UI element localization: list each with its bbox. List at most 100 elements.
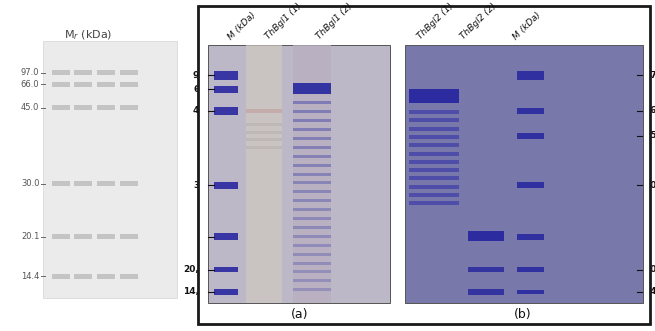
Bar xyxy=(293,137,331,140)
Bar xyxy=(198,6,650,324)
Bar xyxy=(74,82,92,87)
Bar xyxy=(214,86,238,93)
Bar xyxy=(293,181,331,184)
Bar xyxy=(246,138,282,141)
Bar xyxy=(293,101,331,104)
Bar xyxy=(293,199,331,202)
Bar xyxy=(293,110,331,113)
Bar xyxy=(409,118,458,122)
Bar xyxy=(517,267,544,272)
Text: 14,4: 14,4 xyxy=(183,287,206,297)
Bar xyxy=(97,82,115,87)
Text: (b): (b) xyxy=(514,308,531,321)
Bar xyxy=(293,164,331,166)
Bar xyxy=(120,181,138,186)
Bar xyxy=(97,181,115,186)
Bar xyxy=(293,288,331,291)
Bar xyxy=(208,45,390,303)
Bar xyxy=(293,83,331,94)
Bar xyxy=(409,143,458,147)
Bar xyxy=(74,70,92,75)
Bar xyxy=(293,244,331,247)
Text: 97: 97 xyxy=(193,71,206,80)
Bar xyxy=(517,108,544,114)
Bar xyxy=(409,127,458,131)
Text: M (kDa): M (kDa) xyxy=(226,10,257,41)
Bar xyxy=(52,82,70,87)
Bar xyxy=(409,152,458,156)
Bar xyxy=(409,135,458,139)
Bar xyxy=(74,181,92,186)
Text: 14,4: 14,4 xyxy=(645,287,655,297)
Bar xyxy=(468,289,504,295)
Bar xyxy=(120,234,138,239)
Bar xyxy=(293,45,331,303)
Bar xyxy=(405,45,643,303)
Bar xyxy=(214,71,238,80)
Bar xyxy=(293,128,331,131)
Bar xyxy=(246,45,282,303)
Bar xyxy=(52,105,70,110)
Bar xyxy=(246,109,282,113)
Text: 97: 97 xyxy=(645,71,655,80)
Bar xyxy=(409,160,458,164)
Bar xyxy=(246,130,282,133)
Bar xyxy=(517,182,544,188)
Text: 66: 66 xyxy=(645,106,655,116)
Bar xyxy=(468,231,504,241)
Bar xyxy=(293,172,331,175)
Bar xyxy=(293,270,331,273)
Bar xyxy=(293,235,331,238)
Bar xyxy=(120,70,138,75)
Text: ThBgl2 (2): ThBgl2 (2) xyxy=(458,2,498,41)
Text: M$_r$ (kDa): M$_r$ (kDa) xyxy=(64,28,113,42)
Bar xyxy=(97,105,115,110)
Bar xyxy=(293,253,331,256)
Bar xyxy=(246,146,282,149)
Bar xyxy=(293,146,331,149)
Bar xyxy=(74,234,92,239)
Bar xyxy=(293,279,331,282)
Bar xyxy=(409,110,458,114)
Bar xyxy=(246,123,282,126)
Text: 14.4: 14.4 xyxy=(21,272,39,281)
Text: ThBgl2 (1): ThBgl2 (1) xyxy=(416,2,455,41)
Bar xyxy=(468,267,504,272)
Text: 30: 30 xyxy=(193,181,206,190)
Bar xyxy=(97,234,115,239)
Bar xyxy=(74,105,92,110)
Bar xyxy=(214,289,238,295)
Bar xyxy=(409,185,458,189)
Bar xyxy=(43,41,177,298)
Bar xyxy=(517,290,544,294)
Bar xyxy=(517,71,544,80)
Text: 45.0: 45.0 xyxy=(21,103,39,112)
Text: 30: 30 xyxy=(645,181,655,190)
Text: ThBgl1 (1): ThBgl1 (1) xyxy=(264,2,303,41)
Bar xyxy=(120,82,138,87)
Text: 66: 66 xyxy=(193,85,206,94)
Bar xyxy=(52,70,70,75)
Text: 66.0: 66.0 xyxy=(21,80,39,89)
Bar xyxy=(214,267,238,272)
Bar xyxy=(120,105,138,110)
Bar xyxy=(293,217,331,220)
Bar xyxy=(293,190,331,193)
Bar xyxy=(293,261,331,264)
Text: 20.1: 20.1 xyxy=(21,232,39,241)
Bar xyxy=(409,89,458,103)
Bar xyxy=(293,208,331,211)
Bar xyxy=(293,226,331,229)
Bar xyxy=(409,201,458,205)
Text: (a): (a) xyxy=(291,308,309,321)
Bar xyxy=(214,233,238,240)
Bar xyxy=(214,107,238,115)
Text: 45: 45 xyxy=(193,106,206,116)
Text: ThBgl1 (2): ThBgl1 (2) xyxy=(314,2,354,41)
Bar xyxy=(97,70,115,75)
Bar xyxy=(409,176,458,180)
Bar xyxy=(293,119,331,122)
Bar xyxy=(409,168,458,172)
Bar xyxy=(293,155,331,158)
Bar xyxy=(517,234,544,240)
